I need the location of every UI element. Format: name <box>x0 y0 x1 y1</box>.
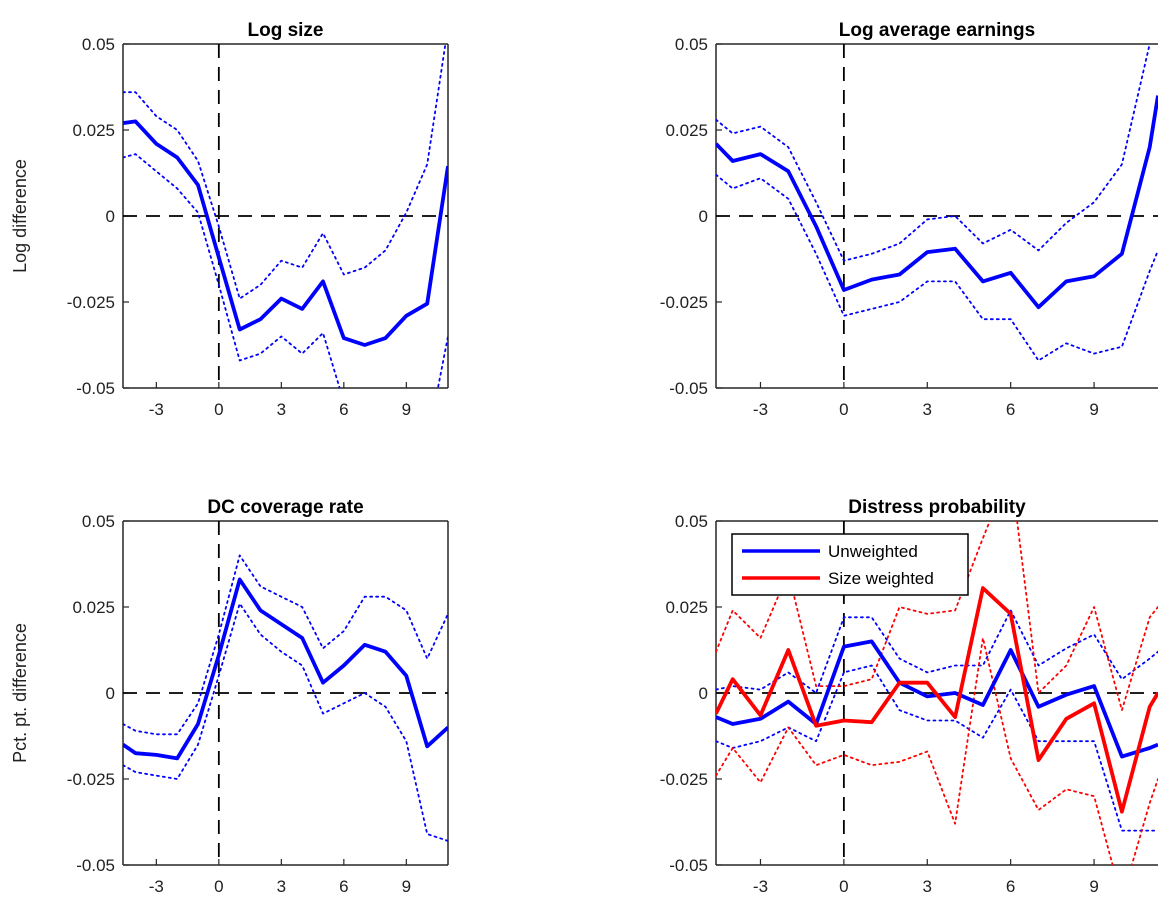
x-tick-label: 3 <box>923 400 932 419</box>
x-tick-label: -3 <box>753 400 768 419</box>
x-tick-label: 0 <box>839 877 848 896</box>
plot-area: -0.05 -0.025 0 0.025 0.05 -3 0 3 6 9 <box>660 512 1158 896</box>
legend-box <box>731 533 969 596</box>
panel-distress-probability: Distress probability -0.05 -0.025 0 0.025 0.… <box>660 497 1158 896</box>
plot-area: -0.05 -0.025 0 0.025 0.05 -3 0 3 6 9 <box>67 512 449 896</box>
series-ci-lower-line <box>716 637 1158 865</box>
panel-log-average-earnings: Log average earnings -0.05 -0.025 0 0.025 0.… <box>660 20 1158 419</box>
x-tick-label: 3 <box>277 877 286 896</box>
x-tick-label: 3 <box>923 877 932 896</box>
y-axis-label: Log difference <box>10 159 30 273</box>
y-tick-label: 0.05 <box>82 35 115 54</box>
y-tick-label: 0 <box>106 684 115 703</box>
series-ci-upper-line <box>716 521 1158 712</box>
x-tick-label: -3 <box>753 877 768 896</box>
panel-title: Log average earnings <box>839 20 1035 41</box>
x-tick-label: 6 <box>1006 400 1015 419</box>
y-tick-label: -0.025 <box>660 293 708 312</box>
x-tick-label: -3 <box>149 400 164 419</box>
y-tick-label: -0.025 <box>67 293 115 312</box>
x-tick-label: 6 <box>1006 877 1015 896</box>
y-tick-label: 0 <box>699 207 708 226</box>
panel-dc-coverage-rate: DC coverage rate Pct. pt. difference -0.… <box>10 497 449 896</box>
y-tick-label: -0.025 <box>660 770 708 789</box>
y-tick-label: -0.05 <box>76 856 115 875</box>
series-ci-lower-line <box>716 664 1158 832</box>
y-tick-label: 0.025 <box>72 121 115 140</box>
series-ci-upper-line <box>123 44 447 300</box>
x-tick-label: 0 <box>214 877 223 896</box>
panel-title: Log size <box>247 20 323 41</box>
series-ci-upper-line <box>716 609 1158 694</box>
x-tick-label: 9 <box>1089 400 1098 419</box>
y-tick-label: 0.025 <box>72 598 115 617</box>
legend: Unweighted Size weighted <box>731 533 969 596</box>
y-tick-label: 0.05 <box>675 512 708 531</box>
series-ci-upper-line <box>716 44 1151 262</box>
y-axis-label: Pct. pt. difference <box>10 623 30 763</box>
x-tick-label: 3 <box>277 400 286 419</box>
panel-title: DC coverage rate <box>207 497 363 518</box>
legend-label-unweighted: Unweighted <box>828 542 918 561</box>
y-tick-label: -0.05 <box>669 379 708 398</box>
y-tick-label: 0.025 <box>665 121 708 140</box>
plot-area: -0.05 -0.025 0 0.025 0.05 -3 0 3 6 9 <box>660 35 1158 419</box>
y-tick-label: -0.05 <box>669 856 708 875</box>
y-tick-label: 0.05 <box>82 512 115 531</box>
x-tick-label: 9 <box>402 877 411 896</box>
series-ci-lower-line <box>123 153 448 388</box>
y-tick-label: 0 <box>106 207 115 226</box>
series-estimate-line <box>123 577 448 761</box>
x-tick-label: 6 <box>339 400 348 419</box>
x-tick-label: -3 <box>149 877 164 896</box>
y-tick-label: 0.05 <box>675 35 708 54</box>
y-tick-label: 0 <box>699 684 708 703</box>
series-size-weighted-line <box>716 586 1158 814</box>
series-ci-lower-line <box>123 602 448 842</box>
y-tick-label: -0.05 <box>76 379 115 398</box>
y-tick-label: 0.025 <box>665 598 708 617</box>
series-unweighted-line <box>716 639 1158 759</box>
legend-label-size-weighted: Size weighted <box>828 569 934 588</box>
panel-title: Distress probability <box>848 497 1026 518</box>
series-estimate-line <box>123 119 448 347</box>
series-estimate-line <box>716 95 1158 310</box>
panel-log-size: Log size Log difference -0.05 -0.025 0 0.02… <box>10 20 449 419</box>
x-tick-label: 0 <box>214 400 223 419</box>
series-ci-lower-line <box>716 173 1158 362</box>
y-tick-label: -0.025 <box>67 770 115 789</box>
x-tick-label: 9 <box>1089 877 1098 896</box>
x-tick-label: 0 <box>839 400 848 419</box>
series-ci-upper-line <box>123 554 448 736</box>
x-tick-label: 9 <box>402 400 411 419</box>
plot-area: -0.05 -0.025 0 0.025 0.05 -3 0 3 6 9 <box>67 35 449 419</box>
x-tick-label: 6 <box>339 877 348 896</box>
